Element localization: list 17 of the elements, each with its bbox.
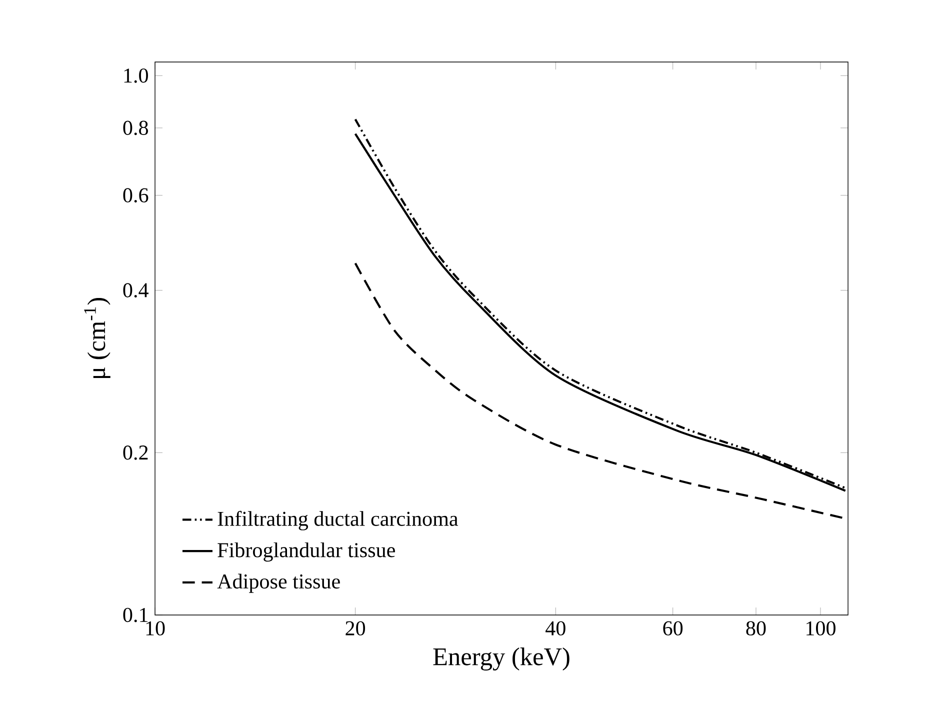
y-tick-label: 0.4 (123, 283, 148, 298)
y-tick-label: 0.6 (123, 188, 148, 202)
y-tick-label: 0.1 (123, 608, 148, 622)
y-tick-label: 0.2 (123, 446, 148, 460)
x-axis-title: Energy (keV) (433, 648, 570, 671)
y-tick-label: 0.8 (123, 120, 148, 136)
legend-label: Adipose tissue (217, 574, 340, 593)
legend-label: Fibroglandular tissue (218, 542, 395, 562)
x-tick-label: 20 (346, 621, 366, 636)
y-tick-label: 1.0 (124, 68, 148, 83)
x-tick-label: 10 (146, 621, 165, 636)
x-tick-label: 100 (806, 621, 836, 636)
x-tick-label: 40 (546, 621, 566, 636)
x-tick-label: 80 (746, 621, 766, 636)
x-tick-label: 60 (663, 621, 683, 636)
y-axis-title: μ (cm$^{-1}$) (84, 298, 110, 378)
legend-label: Infiltrating ductal carcinoma (218, 510, 458, 530)
